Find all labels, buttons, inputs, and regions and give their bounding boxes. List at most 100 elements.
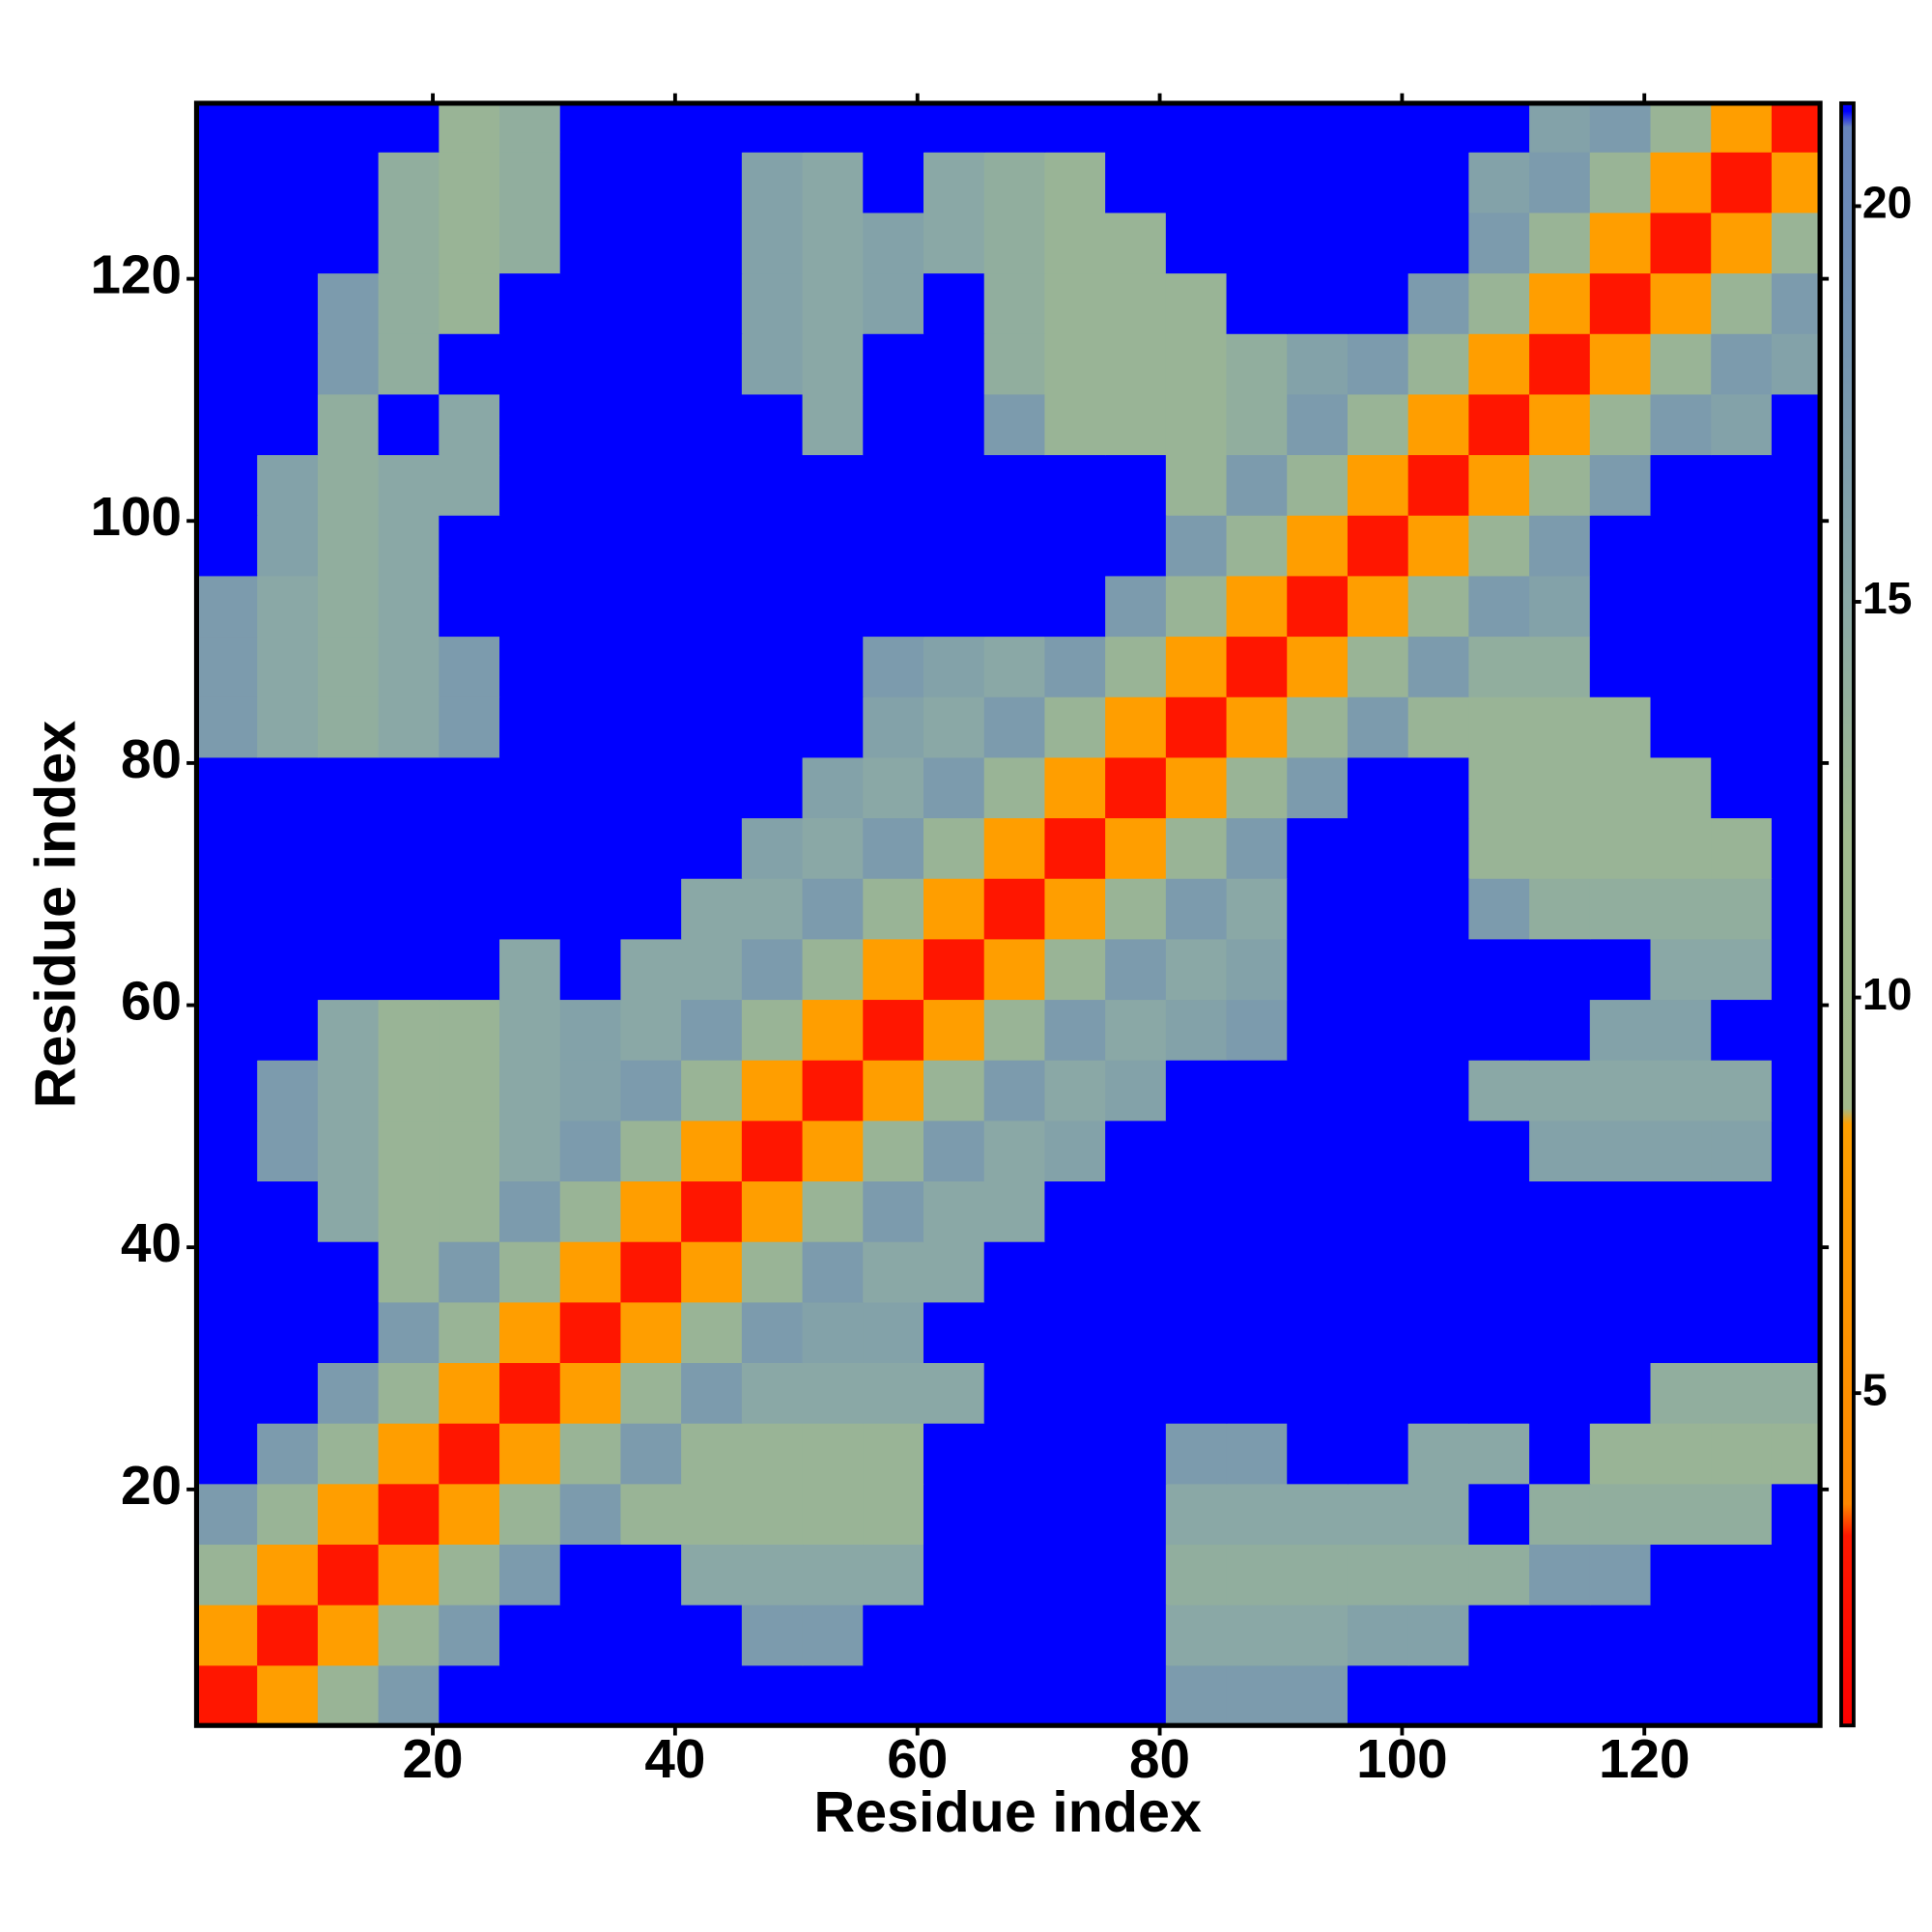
heatmap-cell — [620, 756, 682, 819]
heatmap-cell — [802, 102, 865, 153]
heatmap-cell — [681, 636, 743, 697]
heatmap-cell — [1711, 817, 1773, 879]
heatmap-cell — [1468, 333, 1530, 395]
heatmap-cell — [257, 1120, 319, 1182]
heatmap-cell — [317, 1301, 380, 1364]
heatmap-cell — [378, 999, 440, 1061]
heatmap-cell — [1226, 454, 1289, 516]
heatmap-cell — [620, 393, 682, 456]
heatmap-cell — [257, 1422, 319, 1485]
heatmap-cell — [741, 999, 804, 1061]
heatmap-cell — [499, 1240, 561, 1303]
heatmap-cell — [1347, 1362, 1409, 1424]
heatmap-cell — [1287, 696, 1349, 758]
heatmap-cell — [257, 1362, 319, 1424]
heatmap-cell — [1347, 152, 1409, 213]
heatmap-cell — [1407, 575, 1470, 638]
heatmap-cell — [923, 1301, 985, 1364]
heatmap-cell — [257, 1604, 319, 1666]
heatmap-cell — [1347, 1120, 1409, 1182]
heatmap-cell — [1044, 1180, 1106, 1242]
heatmap-cell — [257, 1483, 319, 1546]
heatmap-cell — [620, 877, 682, 940]
heatmap-cell — [1165, 1422, 1228, 1485]
heatmap-cell — [1771, 696, 1821, 758]
heatmap-cell — [1044, 102, 1106, 153]
heatmap-cell — [439, 1240, 500, 1303]
heatmap-cell — [1287, 1120, 1349, 1182]
heatmap-cell — [317, 575, 380, 638]
heatmap-cell — [1468, 514, 1530, 577]
heatmap-cell — [1589, 1604, 1652, 1666]
heatmap-cell — [1711, 212, 1773, 274]
y-tick-label: 100 — [90, 487, 182, 548]
heatmap-cell — [1468, 272, 1530, 334]
heatmap-cell — [439, 393, 500, 456]
heatmap-cell — [559, 454, 622, 516]
heatmap-cell — [1165, 212, 1228, 274]
heatmap-cell — [863, 1604, 924, 1666]
heatmap-cell — [1044, 636, 1106, 697]
heatmap-cell — [923, 1362, 985, 1424]
heatmap-cell — [1105, 1120, 1167, 1182]
heatmap-cell — [559, 999, 622, 1061]
heatmap-cell — [802, 333, 865, 395]
heatmap-cell — [1771, 1483, 1821, 1546]
heatmap-cell — [863, 575, 924, 638]
heatmap-cell — [1407, 1604, 1470, 1666]
heatmap-cell — [1468, 999, 1530, 1061]
heatmap-cell — [378, 696, 440, 758]
heatmap-cell — [1589, 333, 1652, 395]
heatmap-cell — [1711, 454, 1773, 516]
heatmap-cell — [1771, 1664, 1821, 1726]
heatmap-cell — [1347, 514, 1409, 577]
heatmap-cell — [681, 333, 743, 395]
y-tick-label: 80 — [121, 729, 182, 790]
heatmap-cell — [439, 999, 500, 1061]
heatmap-cell — [1589, 1240, 1652, 1303]
heatmap-cell — [802, 938, 865, 1001]
heatmap-cell — [378, 817, 440, 879]
heatmap-cell — [559, 212, 622, 274]
heatmap-cell — [378, 393, 440, 456]
heatmap-cell — [257, 454, 319, 516]
heatmap-cell — [863, 938, 924, 1001]
heatmap-cell — [1711, 514, 1773, 577]
heatmap-cell — [1771, 1301, 1821, 1364]
heatmap-cell — [1468, 1604, 1530, 1666]
heatmap-cell — [1226, 1664, 1289, 1726]
heatmap-cell — [317, 1422, 380, 1485]
heatmap-cell — [499, 1362, 561, 1424]
heatmap-cell — [1287, 1240, 1349, 1303]
heatmap-cell — [681, 756, 743, 819]
heatmap-cell — [802, 575, 865, 638]
heatmap-cell — [741, 1120, 804, 1182]
heatmap-cell — [257, 1180, 319, 1242]
heatmap-cell — [1407, 1664, 1470, 1726]
heatmap-cell — [1105, 1604, 1167, 1666]
heatmap-cell — [196, 393, 258, 456]
heatmap-cell — [863, 817, 924, 879]
heatmap-cell — [983, 1664, 1046, 1726]
heatmap-cell — [1711, 1483, 1773, 1546]
heatmap-cell — [439, 333, 500, 395]
heatmap-cell — [1165, 393, 1228, 456]
heatmap-cell — [559, 575, 622, 638]
heatmap-cell — [439, 102, 500, 153]
heatmap-cell — [983, 152, 1046, 213]
heatmap-cell — [741, 1301, 804, 1364]
heatmap-cell — [1650, 575, 1712, 638]
heatmap-cell — [1165, 1544, 1228, 1605]
heatmap-cell — [1650, 152, 1712, 213]
heatmap-cell — [439, 756, 500, 819]
heatmap-cell — [802, 272, 865, 334]
heatmap-cell — [1468, 756, 1530, 819]
heatmap-cell — [863, 1180, 924, 1242]
heatmap-cell — [499, 1059, 561, 1122]
heatmap-cell — [1105, 756, 1167, 819]
heatmap-cell — [1468, 877, 1530, 940]
heatmap-cell — [1226, 696, 1289, 758]
heatmap-cell — [439, 1120, 500, 1182]
heatmap-cell — [863, 152, 924, 213]
heatmap-cell — [923, 1120, 985, 1182]
